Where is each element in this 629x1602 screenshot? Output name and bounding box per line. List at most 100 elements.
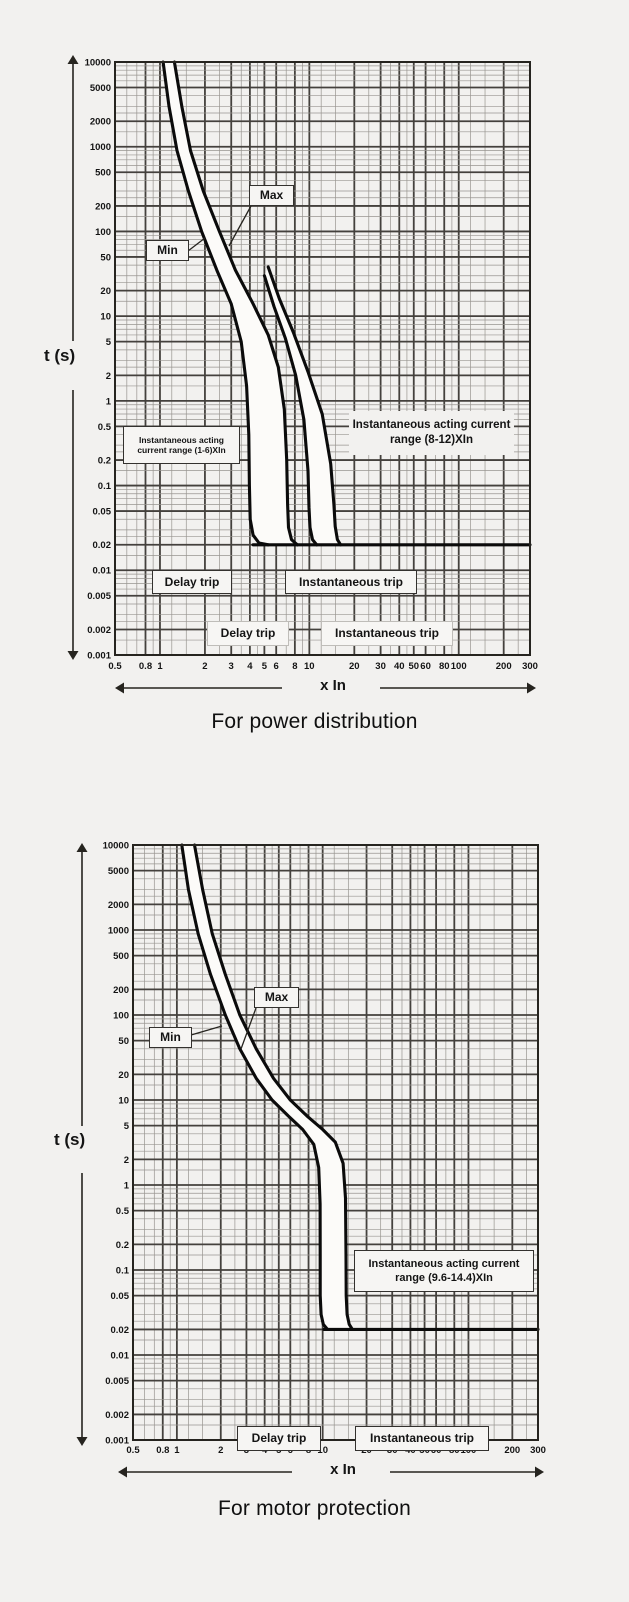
x-tick: 10	[317, 1445, 328, 1456]
y-tick: 0.05	[93, 507, 112, 518]
x-tick: 20	[349, 661, 360, 672]
x-tick: 60	[420, 661, 431, 672]
power-distribution-chart: 0.5 0.8 1 2 3 4 5 6 8 10 20 30 40 50 60 80 100 200 300 1000…	[0, 0, 629, 780]
y-tick: 200	[113, 985, 129, 996]
y-tick: 10	[100, 312, 111, 323]
instantaneous-trip-label-2: Instantaneous trip	[321, 621, 453, 646]
y-tick: 0.2	[98, 456, 111, 467]
x-tick: 0.8	[139, 661, 152, 672]
y-tick: 0.001	[87, 650, 111, 661]
y-tick: 2000	[90, 117, 111, 128]
instantaneous-trip-label: Instantaneous trip	[355, 1426, 489, 1451]
y-tick: 0.2	[116, 1240, 129, 1251]
x-tick: 80	[439, 661, 450, 672]
min-curve-label: Min	[149, 1027, 192, 1048]
y-tick: 50	[118, 1036, 129, 1047]
y-tick: 0.05	[111, 1291, 130, 1302]
y-tick: 0.005	[105, 1376, 129, 1387]
min-curve-label: Min	[146, 240, 189, 261]
x-tick: 4	[247, 661, 253, 672]
y-tick: 1000	[108, 925, 129, 936]
instantaneous-trip-label-1: Instantaneous trip	[285, 570, 417, 594]
y-tick: 0.01	[93, 566, 112, 577]
x-tick: 1	[174, 1445, 180, 1456]
y-tick: 100	[95, 227, 111, 238]
y-tick: 100	[113, 1010, 129, 1021]
max-curve-label: Max	[249, 185, 294, 206]
delay-trip-label-1: Delay trip	[152, 570, 232, 594]
instantaneous-range-note: Instantaneous acting current range (9.6-…	[354, 1250, 534, 1292]
x-tick: 2	[202, 661, 207, 672]
x-tick: 50	[409, 661, 420, 672]
trip-curve	[172, 60, 299, 547]
y-axis-label: t (s)	[54, 1130, 86, 1149]
y-tick: 5	[106, 337, 112, 348]
plot-border	[114, 61, 531, 656]
x-tick: 10	[304, 661, 315, 672]
x-tick: 100	[451, 661, 467, 672]
y-tick: 1000	[90, 142, 111, 153]
x-tick: 0.8	[156, 1445, 169, 1456]
y-tick: 0.5	[116, 1206, 130, 1217]
plot-border	[132, 844, 539, 1441]
x-tick: 40	[394, 661, 405, 672]
x-tick: 6	[274, 661, 279, 672]
y-tick: 2000	[108, 900, 129, 911]
annotation-leader-line	[190, 1025, 223, 1036]
x-tick: 200	[504, 1445, 520, 1456]
y-tick: 0.1	[116, 1265, 130, 1276]
x-tick: 300	[530, 1445, 546, 1456]
y-tick: 10000	[85, 57, 111, 68]
x-tick: 0.5	[126, 1445, 140, 1456]
axis-arrows	[67, 55, 536, 694]
chart-title: For motor protection	[217, 1497, 412, 1520]
y-axis-label: t (s)	[44, 346, 76, 365]
chart-title: For power distribution	[211, 710, 418, 733]
y-tick: 0.1	[98, 481, 112, 492]
y-tick: 1	[106, 396, 112, 407]
x-tick: 8	[292, 661, 297, 672]
y-tick: 10000	[103, 840, 129, 851]
y-tick: 50	[100, 252, 111, 263]
annotation-leader-line	[228, 205, 252, 247]
instantaneous-range-max-note: Instantaneous acting current range (8-12…	[349, 411, 514, 455]
y-tick: 10	[118, 1095, 129, 1106]
delay-trip-label: Delay trip	[237, 1426, 321, 1451]
x-tick: 3	[229, 661, 234, 672]
y-tick: 0.002	[105, 1410, 129, 1421]
y-tick: 0.01	[111, 1350, 130, 1361]
trip-curve	[161, 60, 270, 547]
annotation-leader-line	[187, 237, 206, 252]
annotation-leader-line	[240, 1007, 257, 1050]
trip-curve	[266, 265, 343, 547]
tolerance-band	[163, 62, 298, 545]
axis-arrows	[76, 843, 544, 1478]
y-tick: 5000	[90, 83, 111, 94]
y-tick: 2	[106, 371, 111, 382]
x-tick: 200	[496, 661, 512, 672]
tolerance-band	[181, 845, 353, 1330]
trip-curve	[192, 843, 354, 1331]
y-tick: 0.002	[87, 625, 111, 636]
motor-protection-plot: 0.50.81234568102030405060801002003001000…	[76, 840, 546, 1478]
y-tick: 500	[95, 168, 111, 179]
power-distribution-plot: 0.5 0.8 1 2 3 4 5 6 8 10 20 30 40 50 60 80 100 200 3001000…	[67, 55, 538, 694]
delay-trip-label-2: Delay trip	[207, 621, 289, 646]
y-tick: 20	[100, 286, 111, 297]
max-curve-label: Max	[254, 987, 299, 1008]
y-tick: 0.005	[87, 591, 111, 602]
x-axis-label: x In	[320, 677, 346, 694]
y-tick: 200	[95, 201, 111, 212]
y-tick: 500	[113, 951, 129, 962]
trip-curve	[180, 843, 330, 1331]
motor-protection-chart: 0.50.81234568102030405060801002003001000…	[0, 790, 629, 1602]
trip-curve	[262, 274, 319, 547]
y-tick: 0.5	[98, 422, 112, 433]
x-tick: 30	[375, 661, 386, 672]
instantaneous-range-min-note: Instantaneous acting current range (1-6)…	[123, 426, 240, 464]
x-tick: 1	[157, 661, 163, 672]
x-tick: 300	[522, 661, 538, 672]
x-tick: 5	[262, 661, 268, 672]
